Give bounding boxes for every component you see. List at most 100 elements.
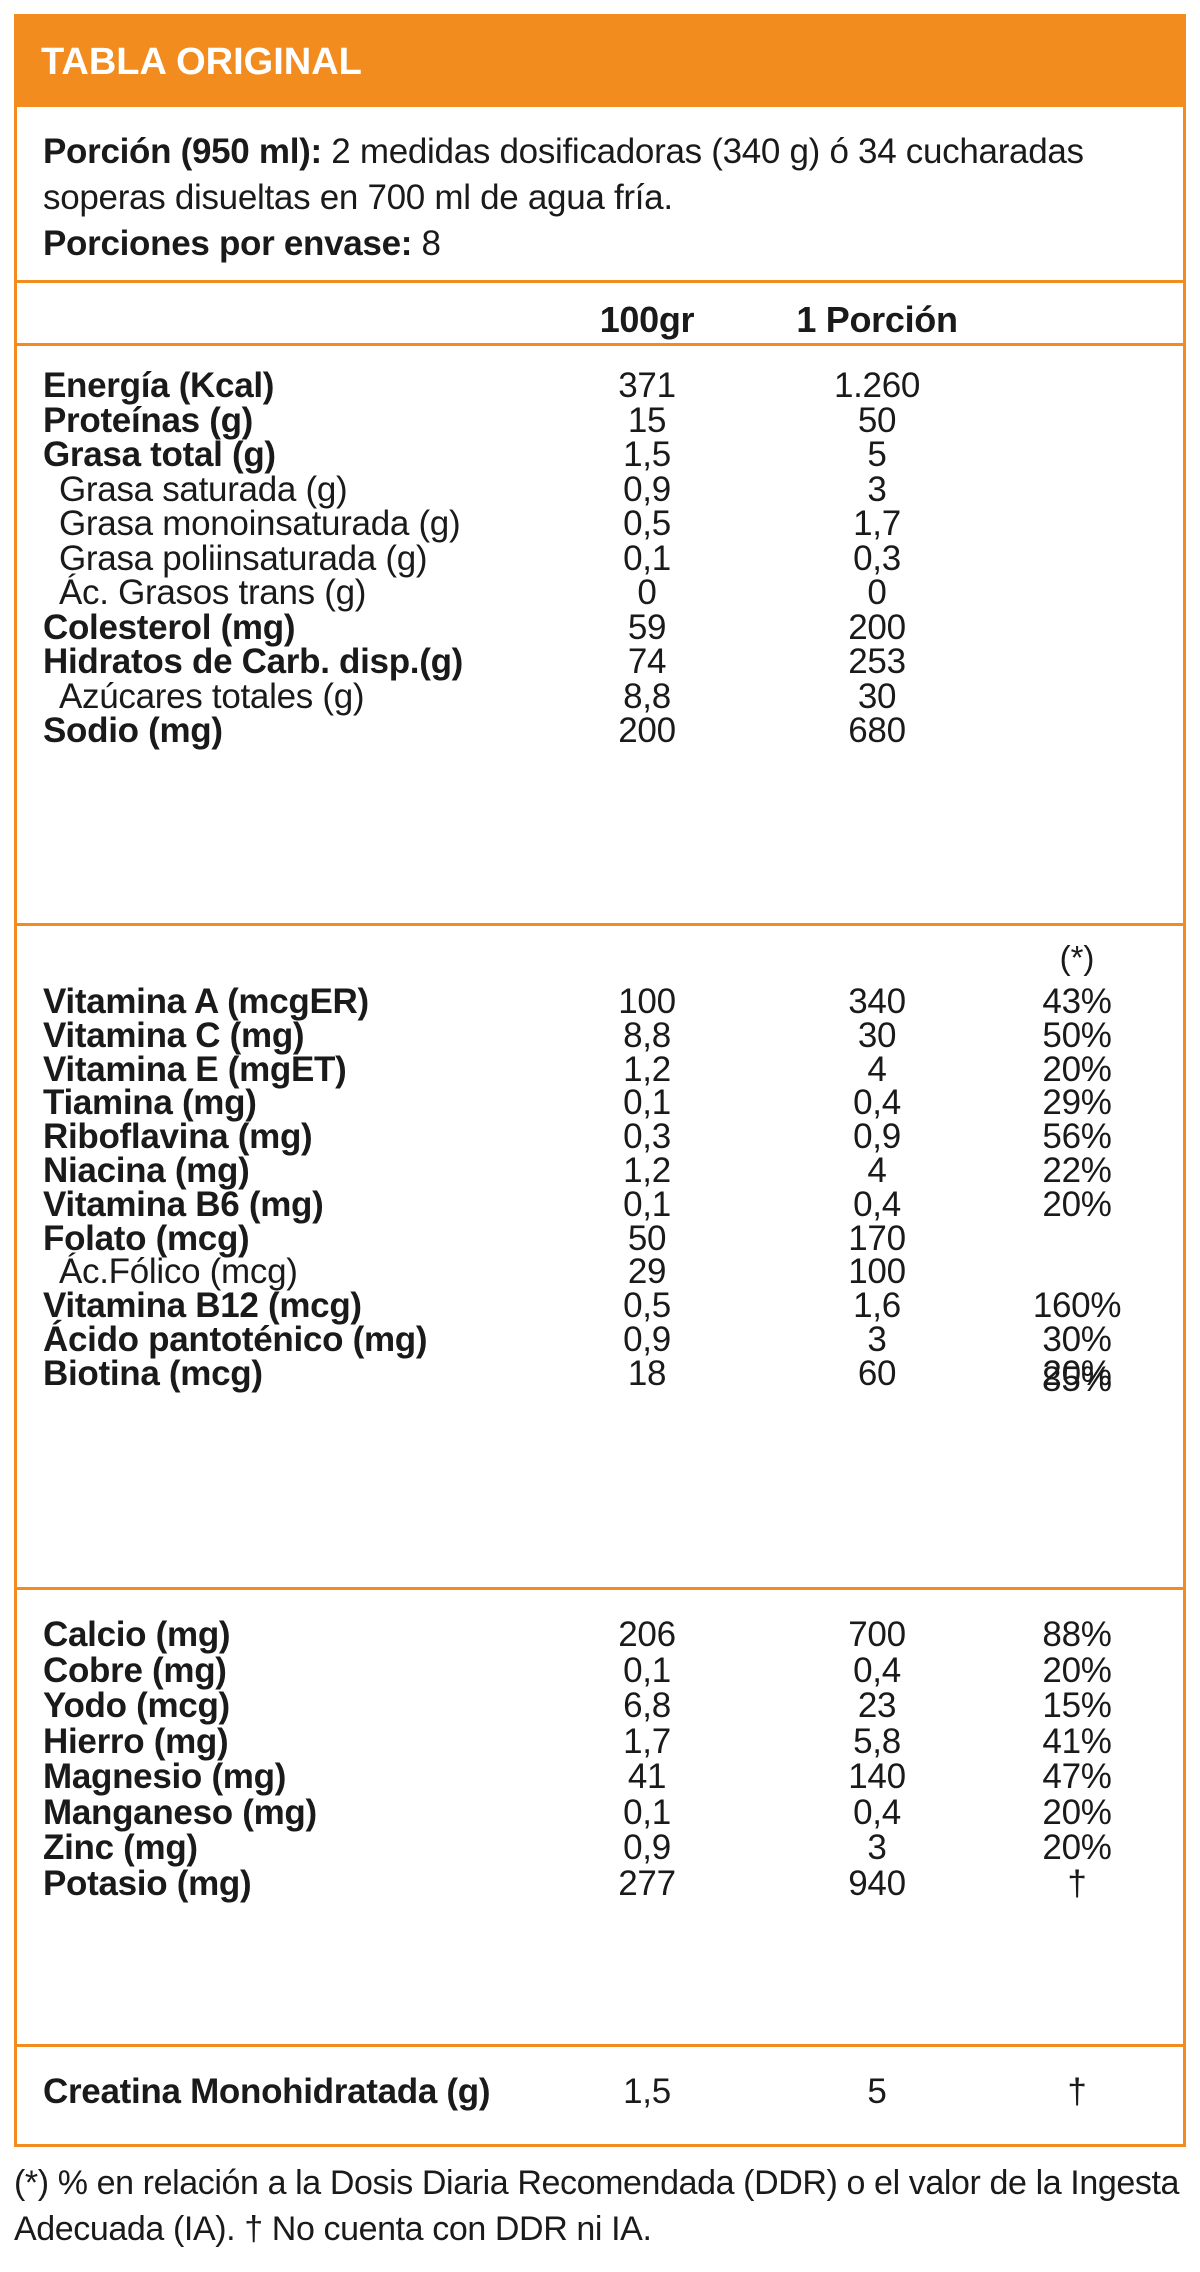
table-row: Ác.Fólico (mcg) 29 100 bbox=[17, 1249, 1183, 1295]
table-row: Grasa total (g) 1,5 5 bbox=[17, 432, 1183, 478]
value-percent-ddr: 20% bbox=[1042, 1792, 1112, 1832]
value-per-portion: 0,3 bbox=[853, 538, 901, 578]
value-per-100g: 6,8 bbox=[623, 1686, 671, 1725]
value-per-portion: 170 bbox=[848, 1218, 906, 1258]
value-percent-ddr: 20% bbox=[1042, 1049, 1112, 1089]
value-percent-ddr: 50% bbox=[1042, 1015, 1112, 1055]
value-per-portion: 5 bbox=[867, 2072, 887, 2111]
table-row: Vitamina E (mgET) 1,2 4 20% bbox=[17, 1047, 1183, 1093]
value-per-100g: 0,5 bbox=[623, 1286, 671, 1326]
value-percent-ddr: 56% bbox=[1042, 1117, 1112, 1157]
value-per-portion: 30 bbox=[857, 676, 897, 716]
nutrient-label: Creatina Monohidratada (g) bbox=[43, 2072, 491, 2111]
value-percent-ddr: 43% bbox=[1042, 982, 1112, 1021]
nutrition-table: TABLA ORIGINAL Porción (950 ml): 2 medid… bbox=[14, 14, 1186, 2147]
nutrient-label: Biotina (mcg) bbox=[43, 1353, 263, 1393]
value-per-100g: 0,5 bbox=[623, 504, 671, 543]
footnote: (*) % en relación a la Dosis Diaria Reco… bbox=[14, 2164, 1180, 2248]
table-row: Cobre (mg) 0,1 0,4 20% bbox=[17, 1648, 1183, 1694]
value-per-100g: 8,8 bbox=[623, 1015, 671, 1055]
value-per-100g: 277 bbox=[618, 1863, 676, 1903]
percent-column-note: (*) bbox=[1059, 939, 1095, 976]
value-percent-ddr: 20% bbox=[1042, 1353, 1112, 1393]
nutrient-label: Vitamina B12 (mcg) bbox=[43, 1286, 362, 1326]
value-per-100g: 1,2 bbox=[623, 1049, 671, 1089]
nutrient-label: Zinc (mg) bbox=[43, 1828, 198, 1867]
value-per-100g: 41 bbox=[627, 1757, 667, 1796]
value-per-portion: 50 bbox=[857, 400, 897, 440]
value-percent-ddr: 20% bbox=[1042, 1184, 1112, 1224]
value-per-portion: 680 bbox=[848, 711, 906, 750]
nutrient-label: Manganeso (mg) bbox=[43, 1792, 317, 1832]
value-per-100g: 74 bbox=[627, 642, 667, 681]
value-per-portion: 0,4 bbox=[853, 1650, 901, 1690]
value-per-100g: 59 bbox=[627, 607, 667, 647]
value-per-portion: 100 bbox=[848, 1252, 906, 1292]
nutrient-label: Cobre (mg) bbox=[43, 1650, 227, 1690]
table-row: Proteínas (g) 15 50 bbox=[17, 398, 1183, 444]
value-percent-ddr: 20% bbox=[1042, 1828, 1112, 1867]
nutrient-label: Grasa total (g) bbox=[43, 435, 276, 474]
table-row: Magnesio (mg) 41 140 47% bbox=[17, 1754, 1183, 1800]
value-per-portion: 0,9 bbox=[853, 1117, 901, 1157]
nutrient-label: Tiamina (mg) bbox=[43, 1083, 257, 1123]
value-per-100g: 1,2 bbox=[623, 1151, 671, 1190]
value-per-portion: 3 bbox=[867, 1320, 887, 1359]
value-per-100g: 1,7 bbox=[623, 1721, 671, 1761]
value-per-portion: 0,4 bbox=[853, 1184, 901, 1224]
value-per-100g: 0 bbox=[637, 573, 657, 612]
nutrient-label: Ác.Fólico (mcg) bbox=[59, 1252, 298, 1292]
folate-percent: 85% bbox=[1041, 1360, 1113, 1399]
nutrient-label: Vitamina C (mg) bbox=[43, 1015, 305, 1055]
nutrient-label: Riboflavina (mg) bbox=[43, 1117, 313, 1157]
table-row: Vitamina B6 (mg) 0,1 0,4 20% bbox=[17, 1182, 1183, 1228]
table-row: Folato (mcg) 50 170 bbox=[17, 1216, 1183, 1262]
servings-value: 8 bbox=[412, 224, 441, 263]
nutrient-label: Folato (mcg) bbox=[43, 1218, 250, 1258]
value-per-portion: 23 bbox=[857, 1686, 897, 1725]
value-per-100g: 0,1 bbox=[623, 1184, 671, 1224]
value-per-100g: 0,3 bbox=[623, 1117, 671, 1157]
value-per-100g: 0,1 bbox=[623, 538, 671, 578]
value-per-portion: 5 bbox=[867, 435, 887, 474]
table-row: Vitamina A (mcgER) 100 340 43% bbox=[17, 979, 1183, 1025]
value-per-100g: 371 bbox=[618, 366, 676, 405]
value-percent-ddr: 47% bbox=[1042, 1757, 1112, 1796]
value-per-portion: 4 bbox=[867, 1151, 887, 1190]
nutrient-label: Grasa poliinsaturada (g) bbox=[59, 538, 428, 578]
value-per-100g: 0,1 bbox=[623, 1083, 671, 1123]
table-row: Calcio (mg) 206 700 88% bbox=[17, 1612, 1183, 1658]
serving-info: Porción (950 ml): 2 medidas dosificadora… bbox=[43, 129, 1173, 267]
nutrient-label: Grasa monoinsaturada (g) bbox=[59, 504, 461, 543]
table-row: Grasa saturada (g) 0,9 3 bbox=[17, 467, 1183, 513]
value-per-portion: 1,6 bbox=[853, 1286, 901, 1326]
table-row: Potasio (mg) 277 940 † bbox=[17, 1861, 1183, 1907]
nutrient-label: Magnesio (mg) bbox=[43, 1757, 287, 1796]
value-per-100g: 8,8 bbox=[623, 676, 671, 716]
value-per-100g: 0,9 bbox=[623, 469, 671, 509]
value-per-portion: 60 bbox=[857, 1353, 897, 1393]
value-per-100g: 15 bbox=[627, 400, 667, 440]
table-row: Vitamina B12 (mcg) 0,5 1,6 160% bbox=[17, 1283, 1183, 1329]
servings-line: Porciones por envase: 8 bbox=[43, 221, 1173, 267]
value-per-100g: 29 bbox=[627, 1252, 667, 1292]
value-per-portion: 0 bbox=[867, 573, 887, 612]
nutrient-label: Sodio (mg) bbox=[43, 711, 223, 750]
nutrient-label: Potasio (mg) bbox=[43, 1863, 252, 1903]
nutrient-label: Proteínas (g) bbox=[43, 400, 254, 440]
value-per-100g: 18 bbox=[627, 1353, 667, 1393]
value-percent-ddr: 88% bbox=[1042, 1615, 1112, 1654]
table-row: Vitamina C (mg) 8,8 30 50% bbox=[17, 1013, 1183, 1059]
value-per-100g: 206 bbox=[618, 1615, 676, 1654]
table-row: Tiamina (mg) 0,1 0,4 29% bbox=[17, 1080, 1183, 1126]
value-per-100g: 1,5 bbox=[623, 435, 671, 474]
table-row: Creatina Monohidratada (g) 1,5 5 † bbox=[17, 2069, 1183, 2115]
table-row: Zinc (mg) 0,9 3 20% bbox=[17, 1825, 1183, 1871]
table-row: Hierro (mg) 1,7 5,8 41% bbox=[17, 1719, 1183, 1765]
table-row: Niacina (mg) 1,2 4 22% bbox=[17, 1148, 1183, 1194]
value-percent-ddr: † bbox=[1067, 2072, 1087, 2111]
nutrient-label: Vitamina A (mcgER) bbox=[43, 982, 369, 1021]
value-per-portion: 30 bbox=[857, 1015, 897, 1055]
value-per-100g: 200 bbox=[618, 711, 676, 750]
nutrient-label: Hierro (mg) bbox=[43, 1721, 229, 1761]
